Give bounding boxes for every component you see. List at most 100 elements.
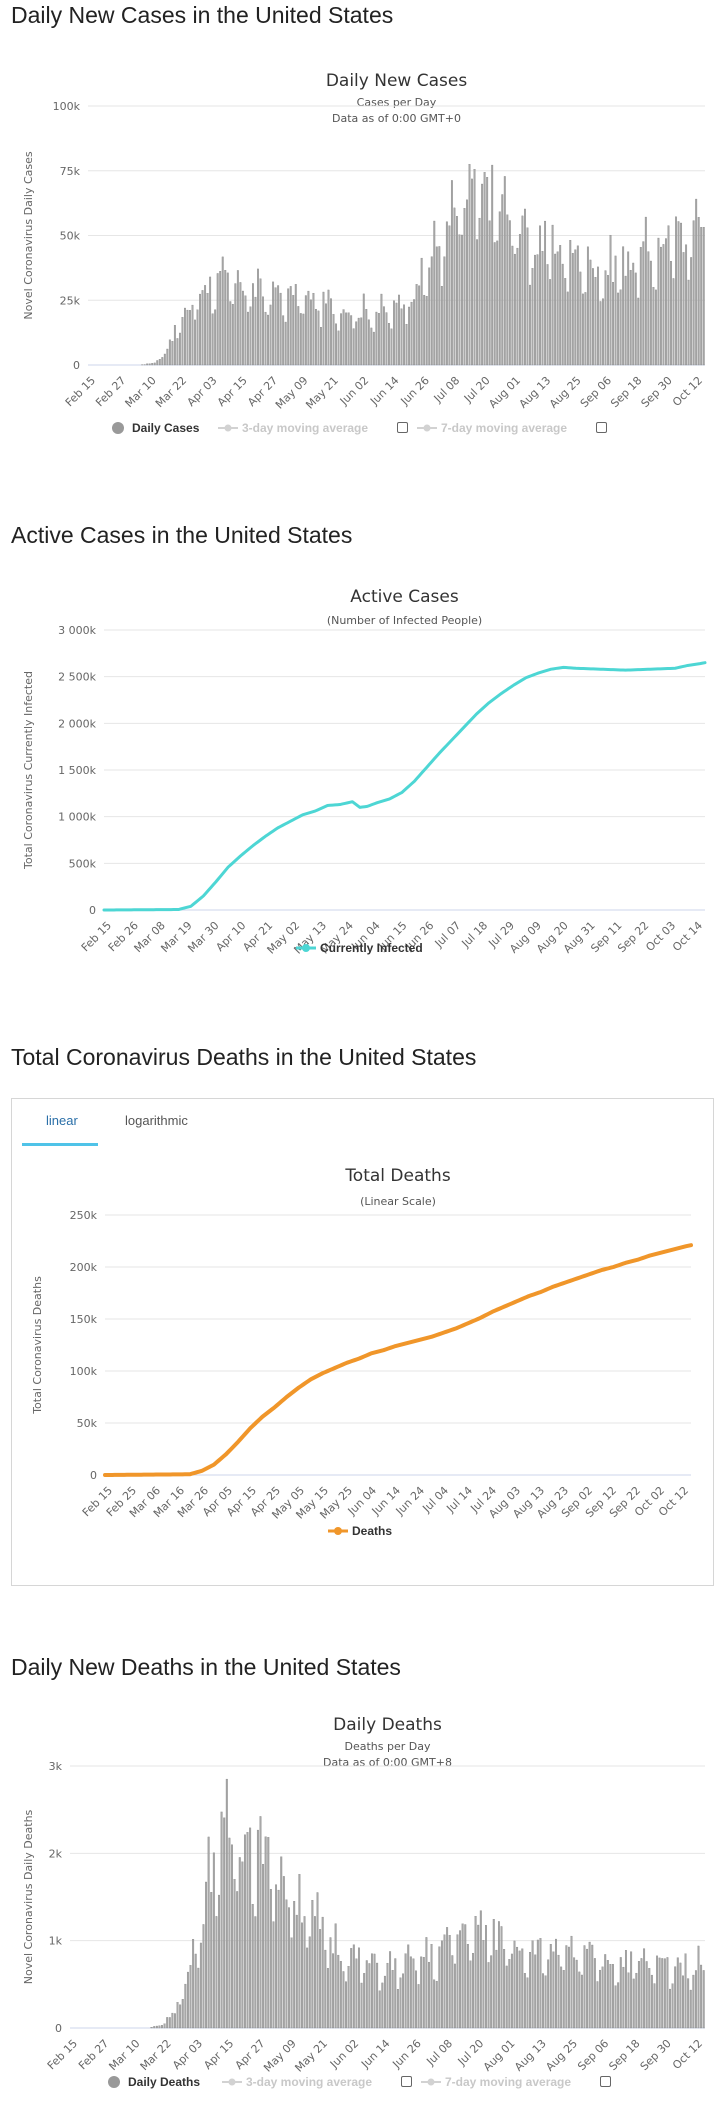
bar[interactable] (233, 1879, 236, 2029)
bar[interactable] (264, 1836, 267, 2029)
bar[interactable] (326, 1968, 329, 2029)
bar[interactable] (181, 317, 184, 366)
bar[interactable] (277, 1889, 280, 2029)
bar[interactable] (380, 293, 383, 366)
bar[interactable] (279, 292, 282, 366)
bar[interactable] (148, 363, 151, 366)
bar[interactable] (443, 1934, 446, 2029)
bar[interactable] (294, 284, 297, 366)
bar[interactable] (174, 2013, 176, 2029)
bar[interactable] (398, 294, 400, 366)
bar[interactable] (272, 1921, 275, 2029)
bar[interactable] (194, 1953, 197, 2029)
bar[interactable] (320, 327, 322, 366)
bar[interactable] (511, 245, 514, 366)
bar[interactable] (298, 1874, 301, 2029)
bar[interactable] (218, 1894, 220, 2029)
bar[interactable] (501, 194, 504, 366)
bar[interactable] (677, 221, 680, 366)
bar[interactable] (453, 207, 456, 366)
tab-linear[interactable]: linear (46, 1113, 78, 1128)
bar[interactable] (335, 323, 337, 366)
bar[interactable] (586, 1948, 589, 2029)
tab-logarithmic[interactable]: logarithmic (125, 1113, 188, 1128)
bar[interactable] (624, 1950, 627, 2029)
bar[interactable] (171, 2012, 174, 2029)
bar[interactable] (390, 328, 393, 366)
bar[interactable] (560, 1966, 563, 2029)
bar[interactable] (275, 1884, 278, 2029)
bar[interactable] (700, 227, 703, 366)
bar[interactable] (321, 1916, 324, 2029)
bar[interactable] (166, 348, 169, 366)
bar[interactable] (576, 245, 579, 366)
bar[interactable] (508, 1959, 511, 2029)
bar[interactable] (579, 271, 582, 366)
bar[interactable] (239, 282, 242, 366)
bar[interactable] (391, 1970, 394, 2029)
bar[interactable] (614, 1985, 617, 2029)
bar[interactable] (186, 309, 189, 366)
bar[interactable] (456, 216, 458, 366)
bar[interactable] (376, 1962, 379, 2029)
bar[interactable] (503, 176, 506, 366)
bar[interactable] (210, 1892, 213, 2029)
bar[interactable] (308, 1936, 311, 2029)
bar[interactable] (640, 1958, 643, 2029)
bar[interactable] (656, 1955, 659, 2029)
bar[interactable] (383, 1975, 386, 2029)
bar[interactable] (216, 273, 219, 366)
bar[interactable] (697, 1945, 700, 2029)
bar[interactable] (236, 1891, 239, 2029)
bar[interactable] (360, 317, 363, 366)
bar[interactable] (293, 1901, 296, 2029)
bar[interactable] (155, 2025, 158, 2029)
bar[interactable] (220, 1811, 223, 2029)
bar[interactable] (303, 1916, 306, 2029)
bar[interactable] (472, 1952, 474, 2029)
bar[interactable] (252, 283, 254, 366)
bar[interactable] (229, 301, 232, 366)
bar[interactable] (378, 1990, 381, 2029)
bar[interactable] (355, 321, 358, 366)
bar[interactable] (284, 321, 287, 366)
bar[interactable] (458, 234, 461, 366)
bar[interactable] (365, 309, 368, 366)
bar[interactable] (567, 1946, 570, 2029)
bar[interactable] (329, 1937, 332, 2029)
bar[interactable] (529, 1952, 532, 2029)
bar[interactable] (637, 1961, 640, 2029)
legend-item-deaths[interactable]: Deaths (328, 1521, 392, 1541)
bar[interactable] (288, 1907, 290, 2029)
bar[interactable] (468, 164, 471, 366)
bar[interactable] (224, 270, 227, 366)
bar[interactable] (290, 1937, 293, 2029)
bar[interactable] (571, 253, 574, 366)
bar[interactable] (249, 306, 252, 366)
bar[interactable] (317, 310, 320, 366)
bar[interactable] (669, 1988, 671, 2029)
bar[interactable] (325, 303, 327, 366)
bar[interactable] (591, 1944, 594, 2029)
bar[interactable] (153, 2026, 156, 2029)
bar[interactable] (702, 227, 705, 366)
bar[interactable] (244, 295, 247, 366)
bar[interactable] (584, 292, 587, 366)
bar[interactable] (654, 289, 657, 366)
bar[interactable] (272, 281, 275, 366)
bar[interactable] (697, 217, 700, 366)
bar[interactable] (583, 1945, 586, 2029)
bar[interactable] (594, 277, 597, 366)
bar[interactable] (448, 1935, 451, 2029)
bar[interactable] (581, 293, 584, 366)
bar[interactable] (617, 292, 620, 366)
bar[interactable] (400, 308, 403, 366)
bar[interactable] (340, 313, 343, 366)
bar[interactable] (254, 1916, 257, 2029)
bar[interactable] (292, 295, 295, 366)
bar[interactable] (153, 362, 156, 366)
bar[interactable] (355, 1958, 358, 2029)
bar[interactable] (534, 1954, 537, 2029)
bar[interactable] (630, 1951, 633, 2029)
bar[interactable] (702, 1970, 705, 2029)
